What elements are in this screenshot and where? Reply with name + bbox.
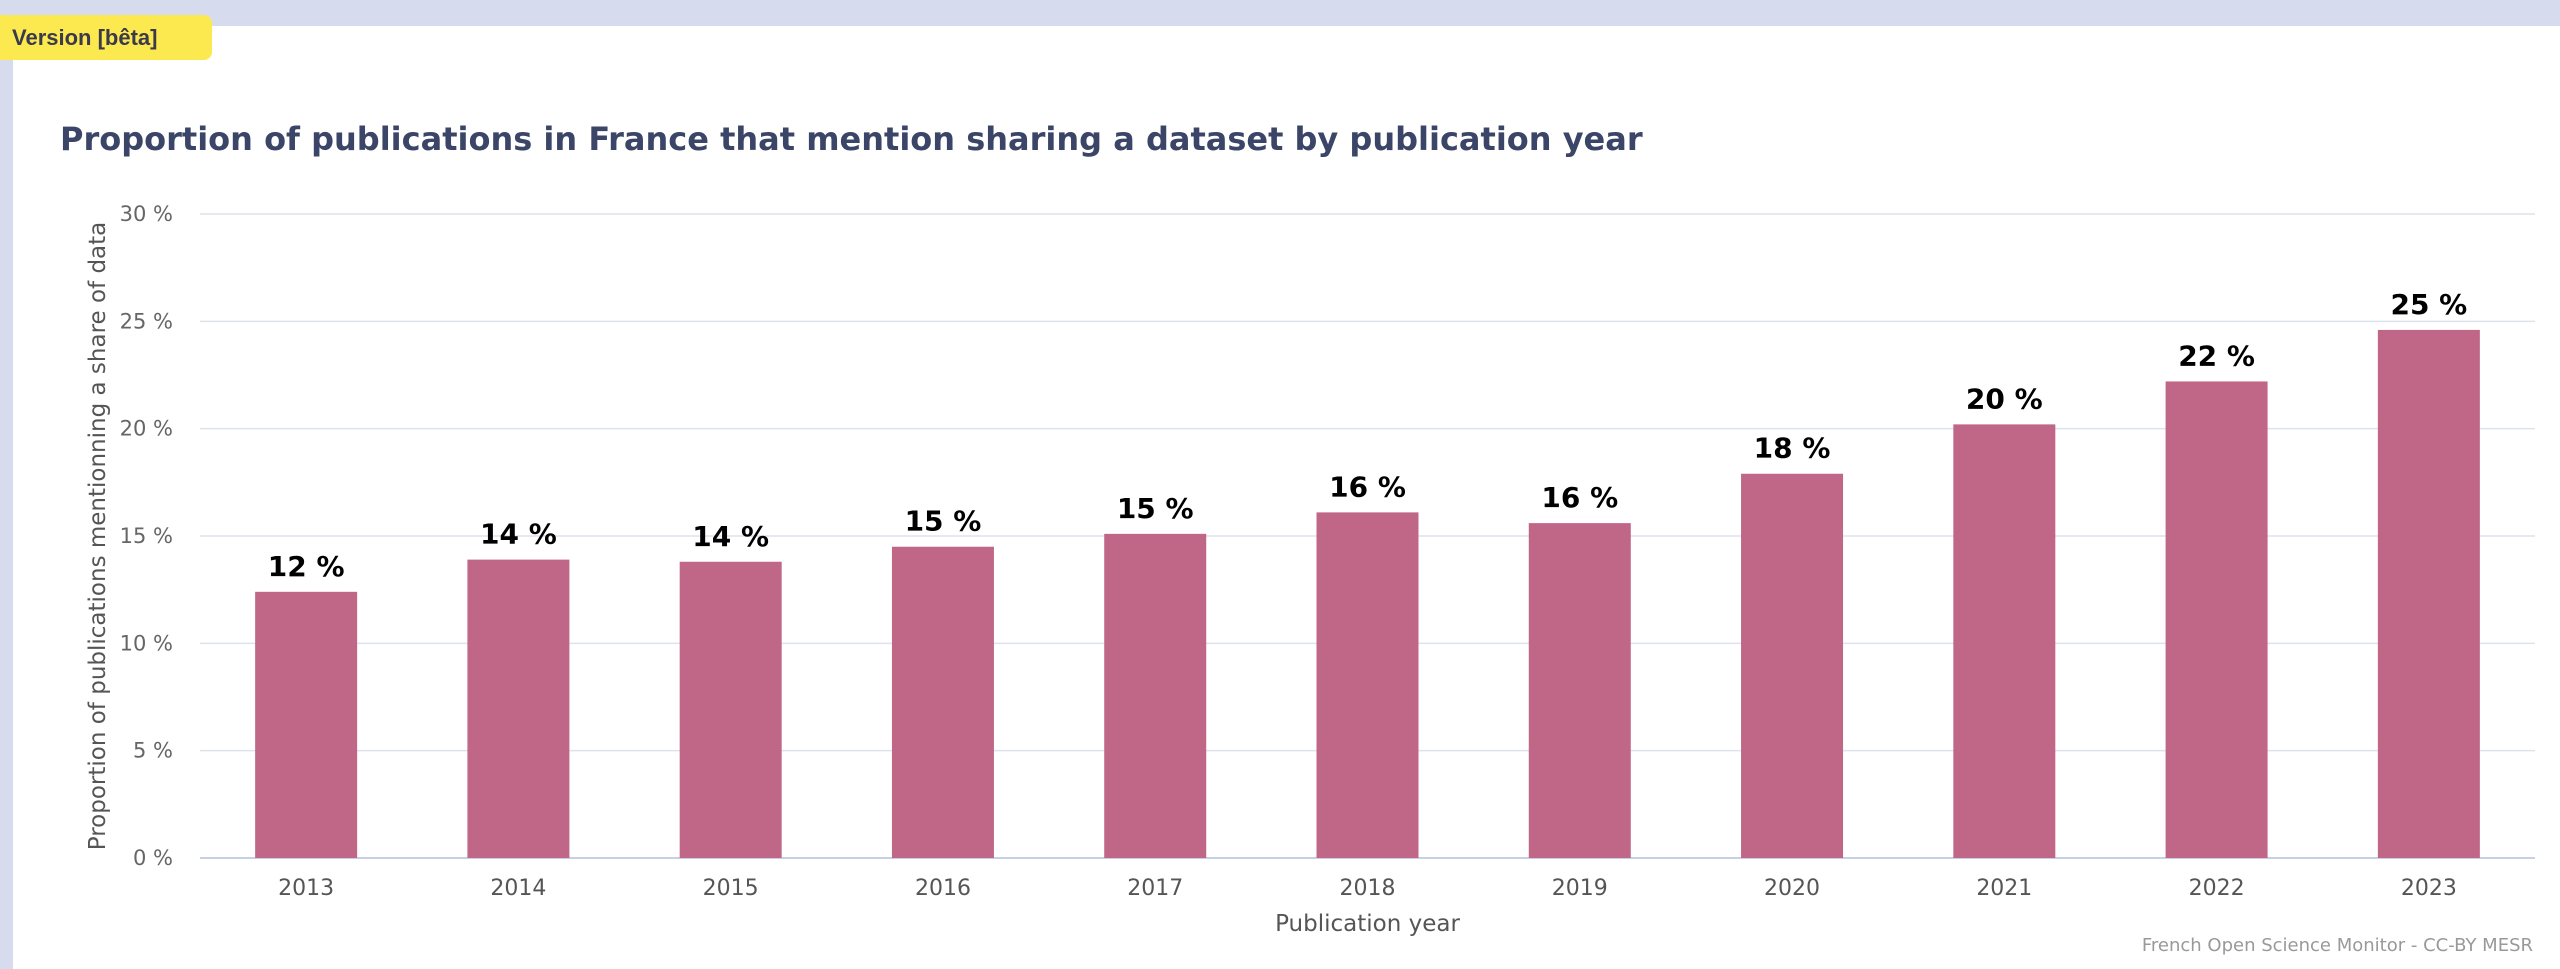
data-label-2015: 14 %: [692, 520, 769, 553]
bar-2020[interactable]: [1741, 473, 1844, 858]
bar-2019[interactable]: [1528, 523, 1631, 858]
page-frame-top: [0, 0, 2560, 26]
y-tick-label: 10 %: [120, 631, 173, 655]
data-label-2017: 15 %: [1117, 492, 1194, 525]
data-label-2020: 18 %: [1754, 432, 1831, 465]
bar-2013[interactable]: [255, 591, 358, 858]
data-label-2021: 20 %: [1966, 382, 2043, 415]
x-axis-label: Publication year: [1275, 911, 1460, 937]
x-tick-label: 2022: [2189, 876, 2245, 901]
x-tick-label: 2013: [278, 876, 334, 901]
data-label-2013: 12 %: [268, 550, 345, 583]
y-tick-label: 20 %: [120, 417, 173, 441]
y-tick-label: 25 %: [120, 309, 173, 333]
x-tick-label: 2015: [703, 876, 759, 901]
y-axis-label: Proportion of publications mentionning a…: [85, 222, 111, 851]
data-label-2023: 25 %: [2390, 288, 2467, 321]
x-tick-label: 2023: [2401, 876, 2457, 901]
x-tick-label: 2014: [490, 876, 546, 901]
x-tick-label: 2017: [1127, 876, 1183, 901]
bar-2015[interactable]: [679, 561, 782, 858]
data-label-2014: 14 %: [480, 518, 557, 551]
y-axis-ticks: 0 % 5 % 10 % 15 % 20 % 25 % 30 %: [120, 202, 173, 870]
bar-2014[interactable]: [467, 559, 570, 858]
chart-title: Proportion of publications in France tha…: [60, 120, 1643, 158]
data-labels: 12 % 14 % 14 % 15 % 15 % 16 % 16 % 18 % 20 % 22 %…: [268, 288, 2468, 583]
data-label-2016: 15 %: [905, 505, 982, 538]
x-tick-label: 2019: [1552, 876, 1608, 901]
data-label-2018: 16 %: [1329, 470, 1406, 503]
data-label-2022: 22 %: [2178, 339, 2255, 372]
source-credit: French Open Science Monitor - CC-BY MESR: [2141, 935, 2533, 956]
bar-2017[interactable]: [1104, 533, 1207, 858]
x-tick-label: 2020: [1764, 876, 1820, 901]
page-frame-left: [0, 0, 13, 969]
x-axis-ticks: 2013 2014 2015 2016 2017 2018 2019 2020 2021 2022…: [278, 876, 2457, 901]
x-tick-label: 2021: [1976, 876, 2032, 901]
bar-2016[interactable]: [891, 546, 994, 858]
data-label-2019: 16 %: [1541, 481, 1618, 514]
version-beta-badge: Version [bêta]: [0, 15, 212, 60]
y-tick-label: 0 %: [133, 846, 173, 870]
bar-2023[interactable]: [2377, 329, 2480, 858]
y-tick-label: 15 %: [120, 524, 173, 548]
bar-2021[interactable]: [1953, 424, 2056, 858]
bars: [255, 329, 2480, 858]
x-tick-label: 2018: [1340, 876, 1396, 901]
bar-2022[interactable]: [2165, 381, 2268, 858]
bar-2018[interactable]: [1316, 512, 1419, 858]
y-tick-label: 5 %: [133, 739, 173, 763]
x-tick-label: 2016: [915, 876, 971, 901]
y-tick-label: 30 %: [120, 202, 173, 226]
